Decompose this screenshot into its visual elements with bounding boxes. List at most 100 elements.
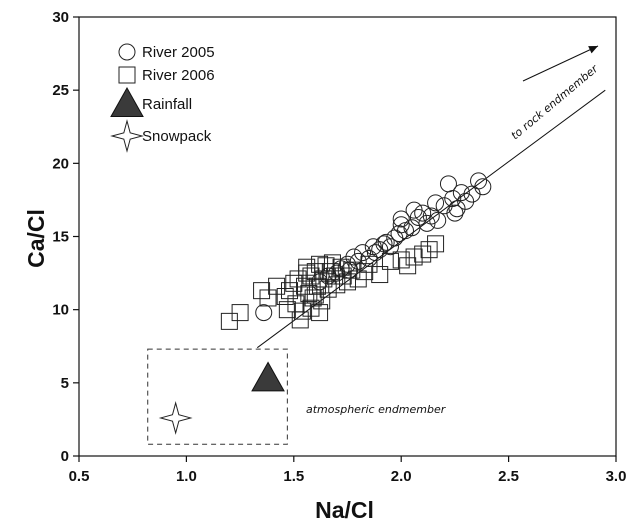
point-river-2006-41 <box>420 241 438 259</box>
point-river-2005-7 <box>349 252 367 270</box>
x-tick-label-5: 3.0 <box>606 468 627 485</box>
point-river-2006-42 <box>427 235 445 253</box>
point-river-2005-11 <box>371 241 389 259</box>
point-river-2006-9 <box>289 270 307 288</box>
point-river-2006-2 <box>253 282 271 300</box>
axes-layer: 0.5 1.0 1.5 2.0 2.5 3.0 0 5 10 15 20 25 30 Na/Cl Ca/Cl <box>23 9 626 523</box>
point-river-2006-0 <box>220 312 238 330</box>
point-river-2005-34 <box>457 192 475 210</box>
point-river-2006-10 <box>291 311 309 329</box>
y-tick-label-0: 0 <box>61 448 69 465</box>
point-river-2006-34 <box>360 255 378 273</box>
point-river-2005-8 <box>354 244 372 262</box>
legend-label-snowpack: Snowpack <box>142 128 212 145</box>
point-river-2006-22 <box>317 257 335 275</box>
point-river-2005-6 <box>345 248 363 266</box>
rock-endmember-arrow-head <box>588 46 598 54</box>
point-river-2006-45 <box>306 286 324 304</box>
point-river-2005-19 <box>396 222 414 240</box>
legend-label-river-2005: River 2005 <box>142 44 215 61</box>
point-river-2006-12 <box>296 277 314 295</box>
legend-marker-river-2005 <box>118 43 136 61</box>
y-tick-label-1: 5 <box>61 375 69 392</box>
point-river-2005-33 <box>452 184 470 202</box>
legend-marker-river-2006 <box>118 66 136 84</box>
point-river-2006-32 <box>349 270 367 288</box>
point-snowpack-0 <box>158 401 193 435</box>
x-tick-label-3: 2.0 <box>391 468 412 485</box>
data-points-layer <box>158 172 492 435</box>
point-river-2006-36 <box>381 252 399 270</box>
point-river-2005-14 <box>381 238 399 256</box>
point-river-2005-36 <box>470 172 488 190</box>
point-river-2006-5 <box>276 287 294 305</box>
point-river-2006-37 <box>392 251 410 269</box>
y-tick-label-2: 10 <box>52 302 69 319</box>
x-axis-title: Na/Cl <box>315 497 374 523</box>
y-tick-label-4: 20 <box>52 155 69 172</box>
endmember-box-layer <box>147 348 288 445</box>
point-river-2006-26 <box>326 267 344 285</box>
point-river-2005-30 <box>444 189 462 207</box>
point-river-2006-7 <box>285 274 303 292</box>
y-axis-title: Ca/Cl <box>23 209 49 268</box>
x-tick-label-2: 1.5 <box>283 468 304 485</box>
x-tick-label-0: 0.5 <box>69 468 90 485</box>
trend-line-layer <box>256 89 606 349</box>
point-river-2005-25 <box>422 207 440 225</box>
rock-endmember-arrow-shaft <box>522 45 599 82</box>
point-river-2006-24 <box>321 263 339 281</box>
mixing-trend-line <box>256 89 606 349</box>
annotation-layer: to rock endmember atmospheric endmember <box>306 45 602 416</box>
point-river-2006-1 <box>231 304 249 322</box>
point-river-2006-39 <box>405 248 423 266</box>
point-river-2005-23 <box>414 204 432 222</box>
y-tick-label-5: 25 <box>52 82 69 99</box>
rock-endmember-label: to rock endmember <box>509 61 602 142</box>
point-river-2005-26 <box>427 194 445 212</box>
point-river-2006-30 <box>339 273 356 291</box>
point-river-2006-44 <box>278 301 296 319</box>
point-river-2006-28 <box>332 258 350 276</box>
point-river-2006-15 <box>302 267 320 285</box>
point-river-2006-40 <box>414 245 432 263</box>
x-tick-label-4: 2.5 <box>498 468 519 485</box>
legend-marker-rainfall <box>110 86 144 117</box>
atmospheric-endmember-box <box>147 348 288 445</box>
point-river-2006-14 <box>300 285 318 303</box>
point-river-2006-27 <box>328 276 346 294</box>
point-river-2005-22 <box>409 208 427 226</box>
point-river-2006-38 <box>399 257 417 275</box>
y-tick-label-6: 30 <box>52 9 69 26</box>
point-river-2006-11 <box>293 302 311 320</box>
point-river-2006-29 <box>334 267 352 285</box>
legend-label-rainfall: Rainfall <box>142 96 192 113</box>
point-river-2006-25 <box>323 254 341 272</box>
point-river-2005-0 <box>255 304 273 322</box>
legend-label-river-2006: River 2006 <box>142 67 215 84</box>
point-river-2005-18 <box>392 210 410 228</box>
point-river-2005-13 <box>377 233 395 251</box>
point-river-2006-21 <box>315 270 333 288</box>
point-river-2005-37 <box>474 178 492 196</box>
point-river-2005-32 <box>448 200 466 218</box>
point-river-2006-23 <box>319 280 337 298</box>
point-river-2006-35 <box>371 266 389 284</box>
point-river-2005-31 <box>446 204 464 222</box>
legend-marker-snowpack <box>110 119 144 153</box>
point-river-2005-39 <box>366 244 384 262</box>
point-river-2006-16 <box>304 289 322 307</box>
point-river-2005-27 <box>429 211 447 229</box>
legend: River 2005 River 2006 Rainfall Snowpack <box>110 43 215 153</box>
x-tick-label-1: 1.0 <box>176 468 197 485</box>
point-river-2006-4 <box>268 277 286 295</box>
point-rainfall-0 <box>251 361 285 392</box>
point-river-2006-43 <box>302 299 320 317</box>
atmospheric-endmember-label: atmospheric endmember <box>306 403 447 416</box>
point-river-2006-46 <box>298 258 316 276</box>
y-tick-label-3: 15 <box>52 229 69 246</box>
point-river-2006-3 <box>259 289 277 307</box>
point-river-2006-31 <box>343 261 361 279</box>
